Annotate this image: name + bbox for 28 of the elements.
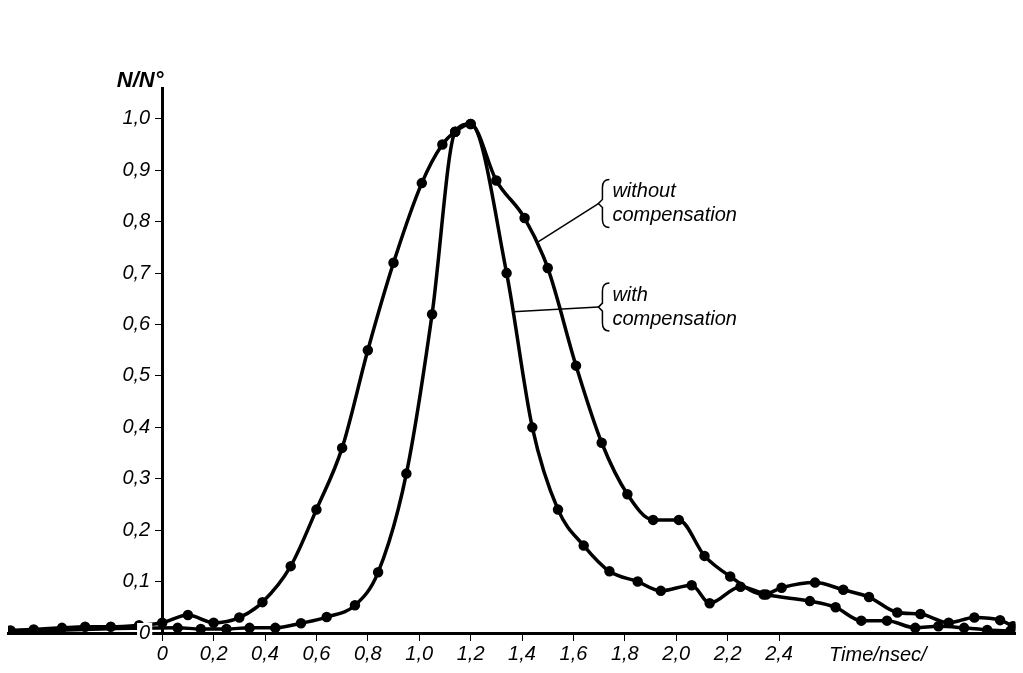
y-tick-label: 0,2	[122, 517, 151, 540]
y-tick-label: 0,9	[122, 157, 151, 180]
x-tick-label: 1,2	[456, 641, 485, 664]
y-tick-label: 0,6	[122, 312, 152, 335]
legend-label: without compensation	[612, 179, 737, 226]
x-tick-label: 0,2	[199, 641, 228, 664]
y-tick-label: 0,1	[122, 569, 151, 592]
x-tick-label: 1,6	[559, 641, 589, 664]
x-axis-title: Time/nsec/	[829, 642, 930, 665]
y-axis-title: N/N°	[116, 67, 164, 93]
x-tick-label: 0,8	[353, 641, 382, 664]
x-tick-label: 2,2	[712, 641, 742, 664]
y-tick-label: 1,0	[122, 106, 151, 129]
x-tick-label: 1,0	[405, 641, 434, 664]
x-tick-label: 0	[156, 641, 168, 664]
y-tick-label: 0,5	[122, 363, 152, 386]
x-tick-label: 0,6	[302, 641, 332, 664]
y-tick-label: 0	[139, 620, 151, 643]
x-tick-label: 1,8	[610, 641, 639, 664]
y-tick-label: 0,3	[122, 466, 151, 489]
y-tick-label: 0,4	[122, 414, 151, 437]
legend-label: with compensation	[612, 282, 737, 329]
x-tick-label: 2,4	[764, 641, 793, 664]
x-tick-label: 0,4	[251, 641, 279, 664]
x-tick-label: 1,4	[508, 641, 536, 664]
x-tick-label: 2,0	[661, 641, 691, 664]
y-tick-label: 0,8	[122, 209, 151, 232]
y-tick-label: 0,7	[122, 260, 152, 283]
